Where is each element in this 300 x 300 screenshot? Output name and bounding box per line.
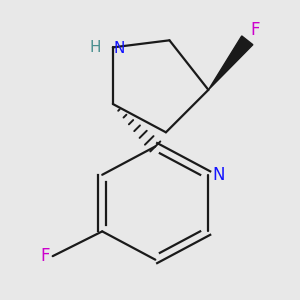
Text: H: H <box>89 40 101 55</box>
Text: N: N <box>114 40 125 56</box>
Polygon shape <box>208 36 253 90</box>
Text: N: N <box>213 166 225 184</box>
Text: F: F <box>40 247 50 265</box>
Text: F: F <box>251 21 260 39</box>
